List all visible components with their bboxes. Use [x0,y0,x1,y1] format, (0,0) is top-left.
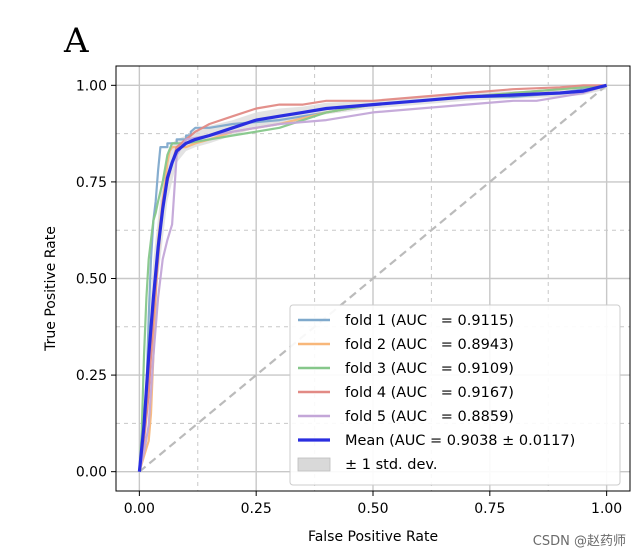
legend-fold-2-label: fold 2 (AUC = 0.8943) [345,337,514,353]
fold-5-roc-line [138,84,607,472]
x-tick-label: 0.75 [474,501,505,517]
chance-line [138,84,608,473]
y-tick-label: 0.75 [76,175,107,191]
watermark: CSDN @赵药师 [533,534,626,549]
legend-fold-4-label: fold 4 (AUC = 0.9167) [345,385,514,401]
y-tick-label: 0.25 [76,368,107,384]
legend-box [289,304,621,486]
series-layer [137,83,607,473]
y-axis-title: True Positive Rate [43,226,59,352]
axis-ticks: 0.00 0.25 0.50 0.75 1.00 0.00 0.25 0.50 0.75 1.00 [76,78,622,517]
x-tick-label: 0.25 [241,501,272,517]
x-tick-label: 0.00 [124,501,155,517]
x-tick-label: 0.50 [357,501,388,517]
y-tick-label: 0.00 [76,465,107,481]
legend-mean-label: Mean (AUC = 0.9038 ± 0.0117) [345,433,575,449]
y-tick-label: 1.00 [76,78,107,94]
legend-fold-3-label: fold 3 (AUC = 0.9109) [345,361,514,377]
legend: fold 1 (AUC = 0.9115) fold 2 (AUC = 0.894… [289,304,621,486]
legend-std-label: ± 1 std. dev. [345,457,437,473]
y-tick-label: 0.50 [76,272,107,288]
chance-layer [138,84,608,473]
x-tick-label: 1.00 [591,501,622,517]
legend-fold-5-label: fold 5 (AUC = 0.8859) [345,409,514,425]
legend-std-swatch [297,457,331,472]
mean-roc-line [137,83,607,472]
legend-fold-1-label: fold 1 (AUC = 0.9115) [345,313,514,329]
x-axis-title: False Positive Rate [308,529,438,545]
panel-label: A [63,21,89,61]
